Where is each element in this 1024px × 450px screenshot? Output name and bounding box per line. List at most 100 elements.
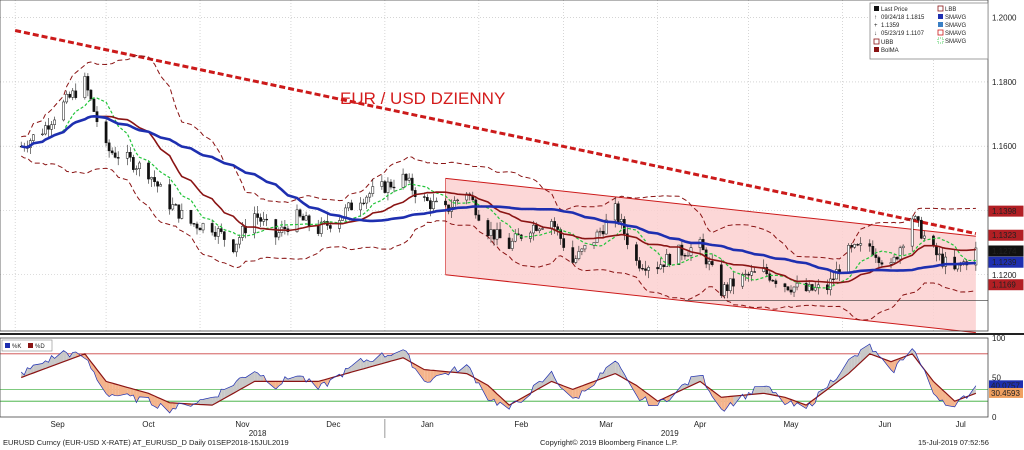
candle-body: [510, 240, 514, 249]
svg-text:BolMA: BolMA: [881, 48, 899, 54]
candle-body: [241, 225, 244, 238]
candle-body: [722, 284, 726, 296]
candle-body: [210, 223, 214, 233]
svg-text:Last Price: Last Price: [881, 7, 908, 13]
stoch-fill: [384, 355, 388, 363]
candle-body: [559, 229, 563, 239]
stoch-fill: [933, 381, 937, 397]
candle-body: [816, 284, 820, 288]
stoch-fill: [621, 369, 625, 379]
candle-body: [256, 213, 259, 218]
candle-body: [686, 255, 690, 257]
candle-body: [556, 226, 559, 230]
candle-body: [407, 177, 411, 181]
candle-body: [807, 284, 811, 292]
candle-body: [726, 284, 729, 292]
stoch-fill: [575, 387, 579, 399]
stoch-fill: [606, 361, 616, 377]
candle-body: [65, 93, 69, 103]
stoch-fill: [106, 381, 110, 397]
candle-body: [41, 133, 44, 136]
candle-body: [744, 273, 747, 276]
stoch-fill: [260, 375, 264, 382]
indicator-y-tick: 0: [992, 413, 997, 422]
candle-body: [622, 219, 626, 235]
indicator-legend[interactable]: %K %D: [1, 339, 53, 352]
stoch-fill: [366, 359, 370, 368]
stoch-fill: [133, 389, 137, 403]
candle-body: [62, 101, 65, 121]
candle-body: [71, 90, 75, 98]
legend[interactable]: Last Price ↑ 09/24/18 1.1815 + 1.1359 ↓ …: [869, 2, 989, 60]
stoch-fill: [154, 396, 158, 409]
stoch-fill: [754, 386, 764, 395]
stoch-fill: [200, 399, 204, 405]
candle-body: [719, 264, 723, 296]
stoch-fill: [551, 371, 555, 383]
candle-body: [732, 278, 735, 287]
candle-body: [253, 213, 256, 234]
candle-body: [541, 228, 544, 230]
candle-body: [125, 152, 129, 159]
candle-body: [638, 260, 641, 269]
stoch-fill: [636, 385, 640, 401]
stoch-fill: [572, 388, 576, 399]
candle-body: [571, 247, 575, 263]
stoch-fill: [500, 396, 510, 410]
candle-body: [498, 229, 502, 239]
svg-text:UBB: UBB: [881, 40, 893, 46]
candle-body: [298, 209, 302, 217]
candle-body: [107, 142, 111, 152]
legend-label-k: %K: [12, 344, 21, 350]
candle-body: [47, 125, 50, 130]
candle-body: [113, 152, 117, 158]
channel-upper: [445, 177, 976, 237]
legend-item-low: ↓ 05/23/19 1.1107: [874, 31, 925, 37]
candle-body: [580, 248, 584, 252]
stoch-fill: [139, 390, 149, 398]
main-plot: [14, 29, 988, 334]
stoch-fill: [324, 378, 328, 387]
candle-body: [159, 184, 162, 187]
candle-body: [750, 271, 753, 276]
stoch-fill: [490, 388, 494, 401]
legend-label-d: %D: [35, 344, 45, 350]
candle-body: [362, 202, 366, 205]
value-tag-label: 1.1398: [992, 207, 1017, 216]
stoch-fill: [287, 376, 298, 382]
candle-body: [771, 280, 775, 282]
candle-body: [613, 203, 617, 221]
candle-body: [171, 204, 175, 210]
stoch-fill: [33, 363, 43, 373]
stoch-fill: [645, 392, 649, 406]
stoch-fill: [118, 384, 128, 396]
candle-body: [380, 181, 384, 187]
candle-body: [156, 181, 159, 187]
indicator-y-tick: 50: [992, 374, 1001, 383]
candle-body: [680, 244, 684, 256]
stoch-fill: [96, 369, 107, 394]
stoch-fill: [578, 385, 582, 399]
value-tag: [988, 245, 1024, 257]
stoch-fill: [284, 376, 288, 382]
stoch-fill: [533, 383, 537, 392]
candle-body: [647, 267, 650, 271]
stoch-fill: [451, 366, 455, 373]
candle-body: [389, 181, 393, 188]
stoch-fill: [390, 353, 394, 362]
candle-body: [753, 271, 756, 273]
y-tick-label: 1.1600: [992, 142, 1017, 151]
legend-item-high: ↑ 09/24/18 1.1815: [874, 15, 925, 21]
candle-body: [392, 186, 396, 189]
candle-body: [404, 173, 408, 181]
candle-body: [880, 262, 884, 265]
stoch-fill: [254, 371, 258, 382]
candle-body: [859, 243, 863, 246]
y-tick-label: 1.2000: [992, 14, 1017, 23]
indicator-value-tag-label: 40.0757: [991, 381, 1020, 390]
candle-body: [128, 152, 132, 158]
stoch-fill: [127, 387, 131, 396]
candle-body: [768, 273, 772, 281]
candle-body: [425, 197, 429, 201]
candle-body: [641, 268, 644, 270]
